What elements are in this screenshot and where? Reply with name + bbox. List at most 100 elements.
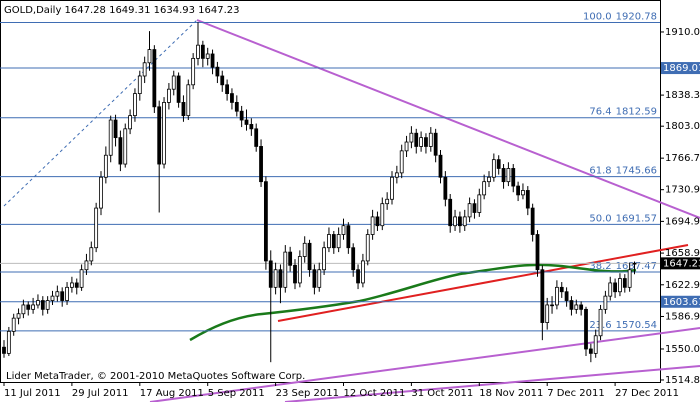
candle-body [477, 194, 482, 213]
y-tick-label: 1766.70 [665, 153, 700, 164]
chart-title: GOLD,Daily 1647.28 1649.31 1634.93 1647.… [4, 5, 240, 16]
candle-body [428, 132, 433, 147]
candle-body [191, 57, 196, 86]
x-tick-label: 5 Sep 2011 [208, 388, 265, 399]
candle-body [273, 269, 278, 288]
candle-body [2, 346, 6, 354]
candle-body [6, 330, 11, 354]
trendline [149, 327, 700, 402]
candle-body [390, 176, 394, 200]
price-label: 1603.61 [663, 297, 700, 308]
candle-body [516, 185, 520, 196]
y-tick-label: 1838.30 [665, 90, 700, 101]
candle-body [65, 286, 69, 301]
candle-body [482, 181, 487, 196]
candle-body [263, 181, 268, 262]
fib-label: 76.4 1812.59 [589, 107, 657, 118]
candle-body [268, 260, 273, 288]
x-tick-label: 11 Jul 2011 [4, 388, 61, 399]
candle-body [79, 269, 84, 288]
candle-body [31, 304, 36, 310]
candle-body [457, 216, 462, 227]
candle-body [322, 247, 327, 271]
candle-body [385, 198, 390, 205]
candle-body [327, 234, 331, 249]
candle-body [593, 335, 598, 354]
candle-body [453, 216, 457, 227]
fib-price: 1691.57 [616, 213, 657, 224]
candle-body [142, 62, 147, 77]
x-tick-label: 31 Oct 2011 [411, 388, 473, 399]
candle-body [414, 132, 419, 147]
candle-body [220, 75, 225, 86]
candle-body [618, 278, 622, 293]
candle-body [50, 295, 55, 301]
fib-price: 1920.78 [616, 11, 657, 22]
candle-body [205, 53, 210, 59]
candle-body [108, 119, 113, 156]
price-label-box [661, 295, 700, 308]
candle-body [176, 75, 181, 103]
footer: Lider MetaTrader, © 2001-2010 MetaQuotes… [6, 371, 305, 382]
candle-body [472, 203, 477, 213]
y-tick-label: 1550.00 [665, 344, 700, 355]
candle-body [521, 190, 525, 196]
fib-label: 50.0 1691.57 [589, 213, 657, 224]
candle-body [133, 93, 137, 117]
candle-body [438, 154, 443, 178]
candle-body [215, 66, 220, 77]
candle-body [622, 278, 627, 288]
candle-body [11, 317, 16, 332]
candle-body [166, 88, 171, 103]
candle-body [598, 308, 603, 337]
candle-body [365, 234, 370, 262]
candle-body [230, 93, 234, 103]
candle-body [162, 102, 166, 165]
fib-price: 1637.47 [616, 261, 657, 272]
candle-body [569, 300, 574, 310]
candle-body [123, 128, 128, 165]
candle-body [360, 260, 365, 284]
candle-body [74, 282, 79, 288]
candle-body [443, 176, 448, 200]
candle-body [511, 168, 516, 187]
candle-body [341, 225, 346, 235]
candle-body [317, 269, 322, 288]
candle-body [288, 251, 293, 266]
candle-body [302, 242, 307, 257]
fib-ratio: 100.0 [583, 11, 612, 22]
y-tick-label: 1514.80 [665, 375, 700, 386]
candle-body [40, 300, 45, 310]
candle-body [462, 216, 467, 227]
candle-body [530, 207, 535, 235]
candle-body [588, 348, 593, 354]
candle-body [45, 300, 50, 310]
candle-body [632, 262, 637, 265]
y-tick-label: 1658.90 [665, 248, 700, 259]
candle-body [254, 128, 259, 147]
candle-body [535, 234, 540, 271]
candle-body [147, 49, 152, 64]
candle-body [603, 295, 608, 310]
candle-body [239, 110, 244, 121]
candle-body [579, 304, 584, 310]
price-label-box [661, 257, 700, 270]
candle-body [564, 291, 569, 301]
candle-body [370, 216, 375, 235]
candle-body [419, 137, 424, 147]
candle-body [113, 119, 118, 139]
y-tick-label: 1694.90 [665, 216, 700, 227]
candle-body [84, 260, 89, 271]
fib-ratio: 50.0 [589, 213, 611, 224]
candle-body [118, 137, 123, 165]
candle-body [380, 203, 385, 227]
candle-body [540, 269, 545, 323]
candle-body [336, 234, 341, 249]
y-tick-label: 1622.90 [665, 280, 700, 291]
candle-body [555, 286, 559, 306]
candle-body [312, 269, 317, 288]
candle-body [346, 225, 351, 249]
x-tick-label: 29 Jul 2011 [72, 388, 129, 399]
